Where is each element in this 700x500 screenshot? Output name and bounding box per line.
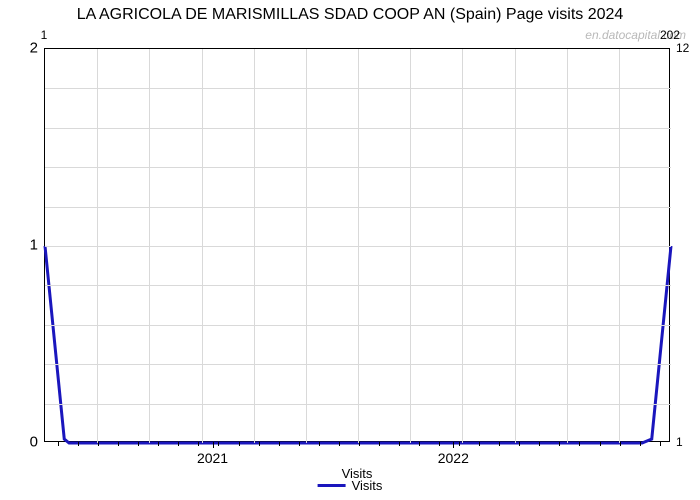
x-minor-tick-mark [299, 442, 300, 446]
x-minor-tick-mark [600, 442, 601, 446]
x-minor-tick-mark [198, 442, 199, 446]
x-minor-tick-mark [178, 442, 179, 446]
x-minor-tick-mark [660, 442, 661, 446]
gridline-horizontal [45, 285, 671, 286]
x-minor-tick-mark [539, 442, 540, 446]
x-tick-label: 2022 [438, 446, 469, 466]
x-minor-tick-mark [479, 442, 480, 446]
gridline-horizontal [45, 364, 671, 365]
x-tick-mark [213, 442, 214, 448]
y2-tick-label: 1 [670, 435, 683, 449]
x2-tick-label: 1 [41, 28, 48, 46]
x-minor-tick-mark [419, 442, 420, 446]
x-minor-tick-mark [339, 442, 340, 446]
x-minor-tick-mark [399, 442, 400, 446]
x-minor-tick-mark [98, 442, 99, 446]
gridline-horizontal [45, 325, 671, 326]
gridline-horizontal [45, 88, 671, 89]
x-minor-tick-mark [559, 442, 560, 446]
x-minor-tick-mark [118, 442, 119, 446]
gridline-horizontal [45, 207, 671, 208]
x-minor-tick-mark [379, 442, 380, 446]
x-minor-tick-mark [439, 442, 440, 446]
x-minor-tick-mark [279, 442, 280, 446]
legend: Visits [318, 478, 383, 493]
x-minor-tick-mark [259, 442, 260, 446]
x2-tick-label: 202 [660, 28, 680, 46]
y-tick-label: 0 [30, 434, 44, 451]
x-minor-tick-mark [138, 442, 139, 446]
x-minor-tick-mark [218, 442, 219, 446]
x-minor-tick-mark [319, 442, 320, 446]
x-minor-tick-mark [58, 442, 59, 446]
legend-swatch [318, 484, 346, 487]
x-minor-tick-mark [499, 442, 500, 446]
gridline-horizontal [45, 167, 671, 168]
y-tick-label: 1 [30, 237, 44, 254]
x-minor-tick-mark [579, 442, 580, 446]
gridline-horizontal [45, 128, 671, 129]
chart-title: LA AGRICOLA DE MARISMILLAS SDAD COOP AN … [0, 6, 700, 24]
x-minor-tick-mark [359, 442, 360, 446]
x-minor-tick-mark [158, 442, 159, 446]
chart: LA AGRICOLA DE MARISMILLAS SDAD COOP AN … [0, 0, 700, 500]
x-tick-label: 2021 [197, 446, 228, 466]
x-tick-mark [453, 442, 454, 448]
x-minor-tick-mark [640, 442, 641, 446]
x-minor-tick-mark [459, 442, 460, 446]
legend-label: Visits [352, 478, 383, 493]
x-minor-tick-mark [620, 442, 621, 446]
x-minor-tick-mark [519, 442, 520, 446]
gridline-horizontal [45, 246, 671, 247]
plot-area [44, 48, 670, 442]
x-minor-tick-mark [239, 442, 240, 446]
gridline-horizontal [45, 404, 671, 405]
x-minor-tick-mark [78, 442, 79, 446]
